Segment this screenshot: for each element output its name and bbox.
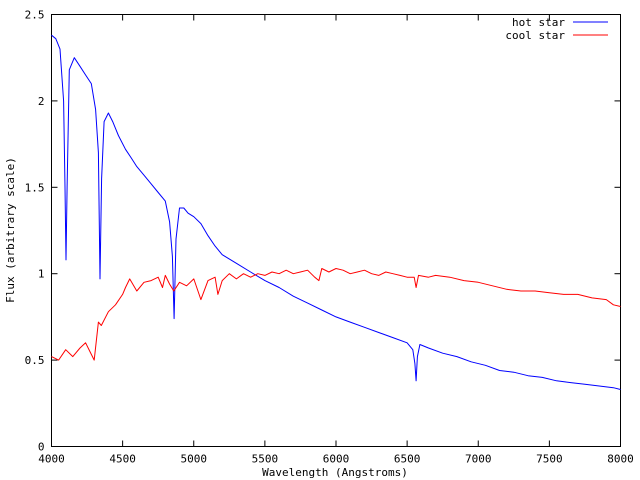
x-tick-label: 7000 (465, 453, 492, 466)
y-axis-label: Flux (arbitrary scale) (4, 157, 17, 303)
plot-frame (51, 14, 621, 447)
y-tick-label: 1 (38, 268, 45, 281)
y-tick-label: 0 (38, 441, 45, 454)
y-tick-label: 1.5 (25, 181, 45, 194)
legend-label: hot star (512, 16, 565, 29)
y-axis-ticks: 0 0.5 1 1.5 2 2.5 (25, 9, 621, 454)
x-tick-label: 5500 (252, 453, 279, 466)
x-tick-label: 6000 (323, 453, 350, 466)
series-lines (51, 34, 621, 390)
x-tick-label: 4000 (38, 453, 65, 466)
x-tick-label: 5000 (181, 453, 208, 466)
y-tick-label: 2.5 (25, 9, 45, 22)
series-line-cool-star (51, 268, 621, 361)
x-tick-label: 7500 (536, 453, 563, 466)
y-tick-label: 0.5 (25, 354, 45, 367)
x-axis-label: Wavelength (Angstroms) (262, 466, 408, 479)
x-axis-ticks: 4000 4500 5000 5500 6000 6500 7000 7500 8000 (38, 14, 634, 466)
legend-label: cool star (505, 29, 565, 42)
x-tick-label: 8000 (607, 453, 634, 466)
x-tick-label: 6500 (394, 453, 421, 466)
y-tick-label: 2 (38, 95, 45, 108)
series-line-hot-star (51, 34, 621, 390)
x-tick-label: 4500 (109, 453, 136, 466)
